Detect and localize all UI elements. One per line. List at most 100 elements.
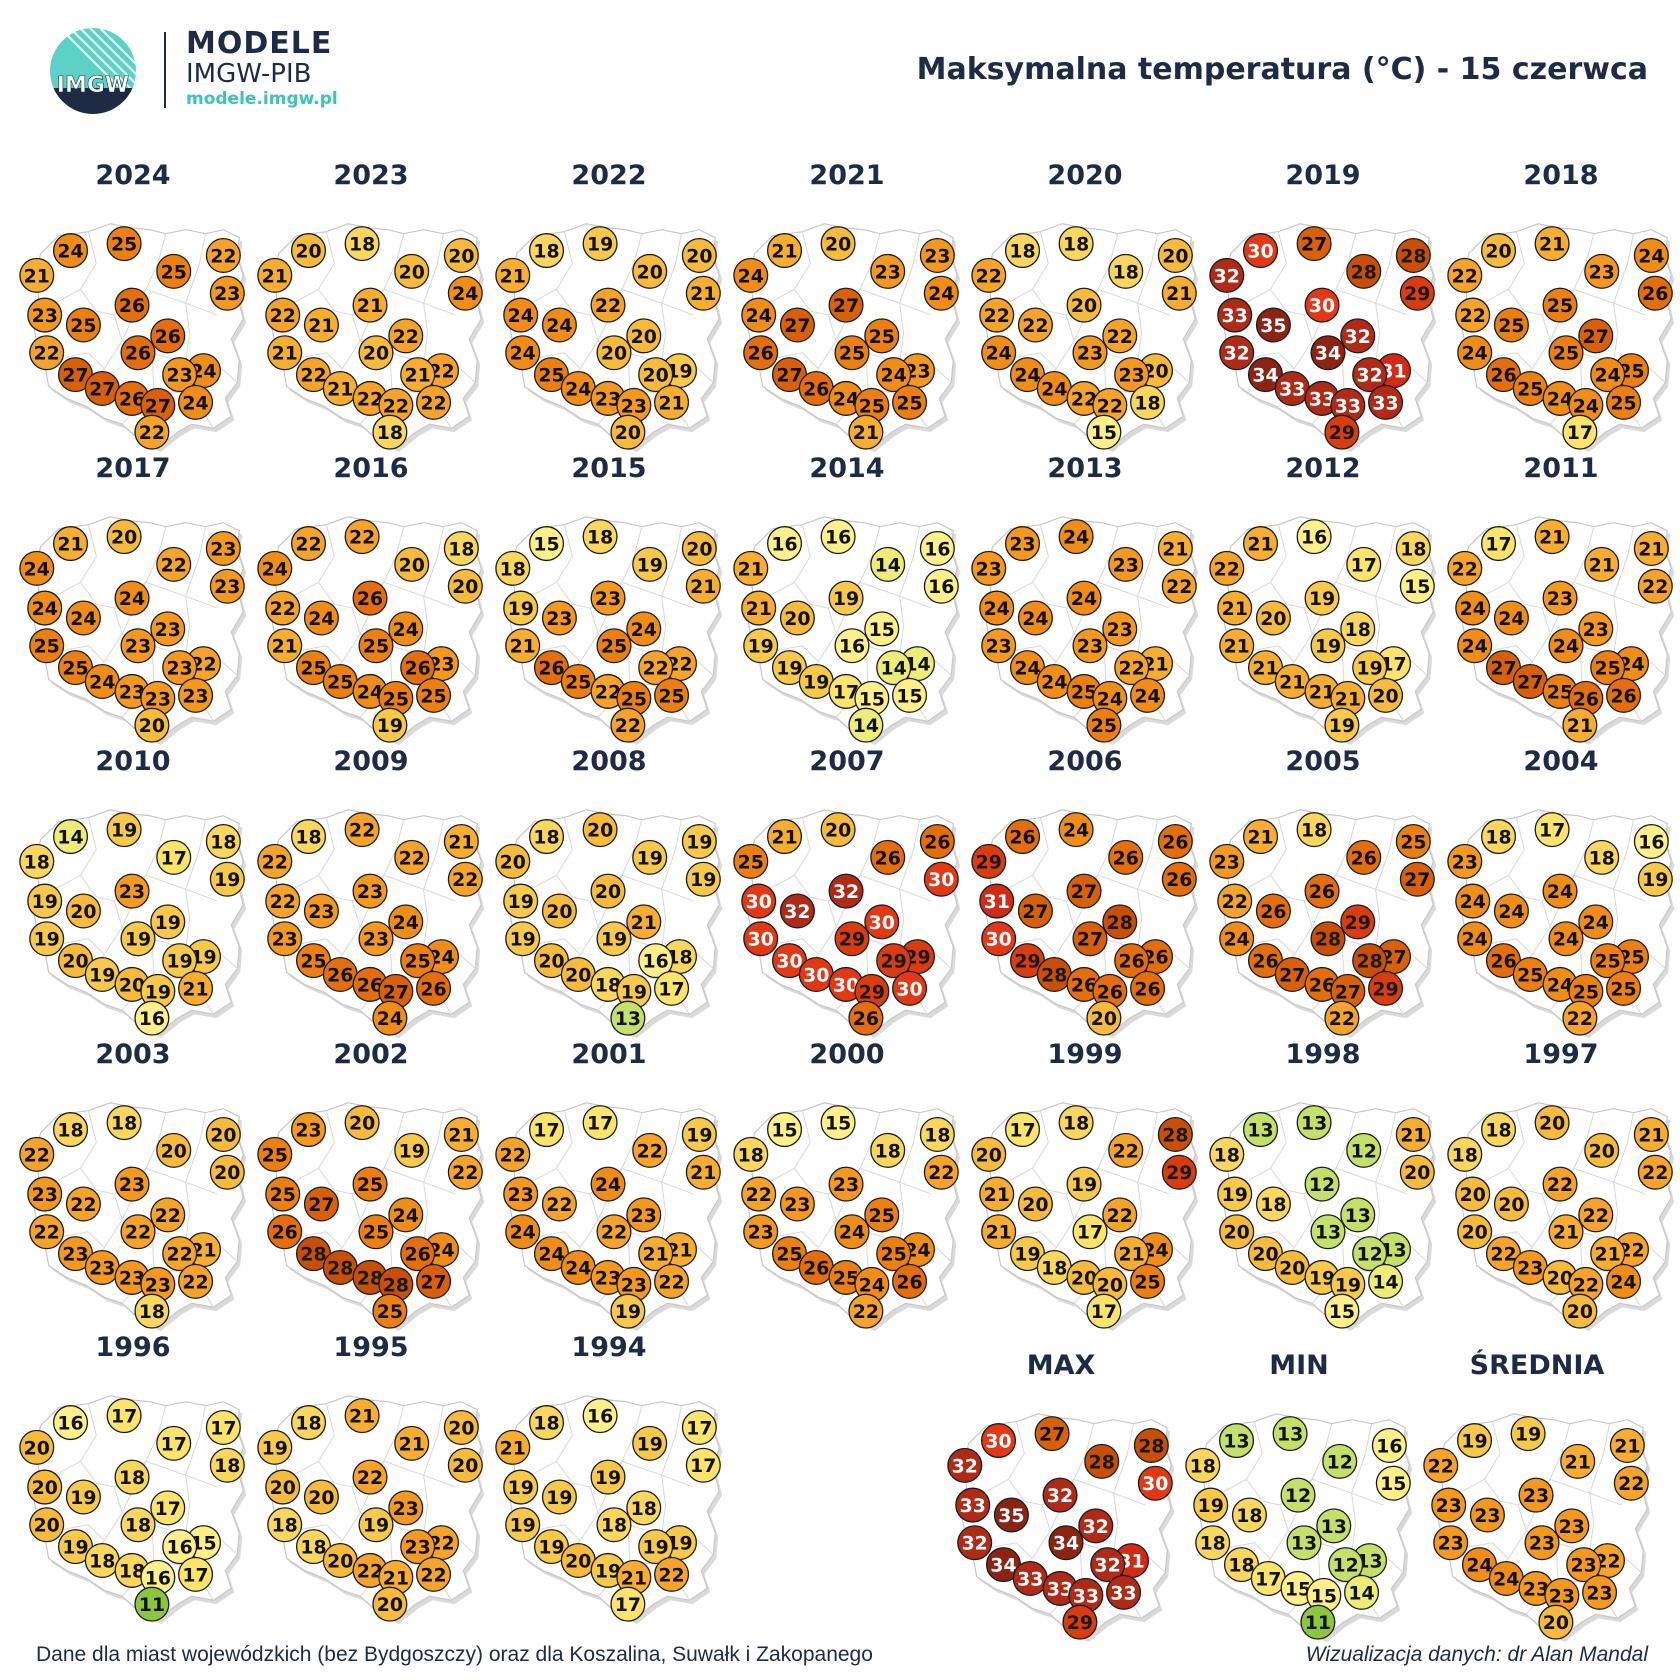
city-marker: 26: [1157, 824, 1193, 860]
temperature-circle: [257, 1429, 293, 1465]
temperature-value: 25: [833, 1268, 859, 1289]
city-marker: 32: [779, 893, 815, 929]
city-marker: 22: [1542, 1166, 1578, 1202]
temperature-circle: [767, 819, 803, 855]
temperature-value: 22: [1618, 1474, 1644, 1495]
city-marker: 25: [1395, 824, 1431, 860]
temperature-value: 21: [262, 266, 288, 287]
temperature-circle: [1296, 226, 1332, 262]
temperature-value: 24: [565, 379, 591, 400]
city-marker: 19: [84, 956, 120, 993]
temperature-value: 18: [738, 1145, 764, 1166]
temperature-value: 21: [1335, 689, 1361, 710]
temperature-circle: [1137, 1465, 1173, 1501]
temperature-circle: [503, 1176, 539, 1212]
city-marker: 25: [834, 335, 870, 371]
city-marker: 22: [1568, 1266, 1604, 1302]
city-marker: 32: [1090, 1547, 1126, 1583]
temperature-circle: [400, 650, 436, 686]
city-marker: 19: [140, 973, 176, 1009]
temperature-circle: [1395, 1117, 1431, 1153]
city-marker: 25: [1542, 673, 1578, 709]
temperature-circle: [919, 531, 955, 567]
temperature-value: 25: [1573, 982, 1599, 1003]
city-marker: 22: [596, 1214, 632, 1250]
temperature-circle: [870, 546, 906, 582]
city-marker: 22: [1102, 318, 1138, 354]
temperature-circle: [1584, 546, 1620, 582]
temperature-value: 17: [1009, 1121, 1035, 1142]
temperature-circle: [864, 611, 900, 647]
city-marker: 23: [828, 1166, 864, 1202]
temperature-value: 21: [1539, 528, 1565, 549]
temperature-value: 23: [784, 1195, 810, 1216]
temperature-value: 29: [1404, 284, 1430, 305]
temperature-circle: [1633, 238, 1669, 274]
voivodeship-border: [555, 1403, 599, 1514]
temperature-value: 17: [1077, 1223, 1103, 1244]
temperature-value: 22: [658, 1272, 684, 1293]
city-marker: 24: [1461, 1547, 1497, 1583]
city-marker: 21: [322, 370, 358, 407]
temperature-circle: [372, 1293, 408, 1329]
temperature-value: 23: [1529, 1534, 1555, 1555]
city-marker: 30: [923, 861, 959, 897]
temperature-circle: [134, 414, 170, 450]
temperature-circle: [610, 707, 646, 743]
city-marker: 21: [1247, 650, 1283, 686]
city-marker: 17: [150, 1490, 186, 1526]
temperature-value: 27: [1517, 672, 1543, 693]
panel-year-label: 2002: [333, 1039, 409, 1070]
city-marker: 29: [1368, 970, 1404, 1006]
temperature-circle: [344, 812, 380, 848]
temperature-circle: [529, 819, 565, 855]
city-marker: 33: [1274, 370, 1310, 407]
voivodeship-border: [1507, 231, 1551, 342]
city-marker: 26: [120, 335, 156, 371]
temperature-circle: [1375, 1465, 1411, 1501]
temperature-value: 17: [1539, 821, 1565, 842]
temperature-circle: [582, 519, 618, 555]
city-marker: 19: [150, 904, 186, 940]
temperature-value: 27: [784, 316, 810, 337]
city-marker: 33: [1330, 387, 1366, 423]
panel-year-label: 2017: [95, 453, 171, 484]
map-panel-2018: 2018 20 22 21 23 24 26 22 25 25 27 24 25 25 26 25 24 24 24…: [1446, 160, 1676, 453]
temperature-circle: [828, 873, 864, 909]
temperature-circle: [1058, 519, 1094, 555]
temperature-circle: [114, 1459, 150, 1495]
temperature-circle: [29, 921, 65, 957]
city-marker: 18: [1223, 1547, 1259, 1583]
temperature-value: 23: [32, 306, 58, 327]
city-marker: 25: [29, 628, 65, 664]
city-marker: 26: [1108, 839, 1144, 875]
temperature-value: 26: [272, 1223, 298, 1244]
panel-year-label: 2009: [333, 746, 409, 777]
city-marker: 12: [1328, 1547, 1364, 1583]
city-marker: 25: [1568, 973, 1604, 1009]
temperature-value: 18: [924, 1125, 950, 1146]
city-marker: 19: [610, 1293, 646, 1329]
temperature-circle: [265, 883, 301, 919]
temperature-value: 19: [508, 892, 534, 913]
temperature-circle: [1102, 318, 1138, 354]
temperature-circle: [743, 628, 779, 664]
panel-year-label: 2020: [1047, 160, 1123, 191]
temperature-value: 23: [621, 1275, 647, 1296]
temperature-value: 19: [508, 599, 534, 620]
city-marker: 22: [848, 1293, 884, 1329]
temperature-value: 19: [62, 1538, 88, 1559]
temperature-circle: [1106, 1574, 1142, 1610]
temperature-circle: [733, 843, 769, 879]
city-marker: 19: [162, 943, 198, 979]
temperature-circle: [743, 335, 779, 371]
temperature-value: 22: [1113, 1141, 1139, 1162]
temperature-value: 25: [300, 952, 326, 973]
temperature-value: 20: [1022, 1195, 1048, 1216]
temperature-circle: [638, 357, 674, 393]
temperature-value: 22: [1166, 577, 1192, 598]
panel-year-label: 2010: [95, 746, 171, 777]
temperature-value: 20: [161, 1141, 187, 1162]
temperature-value: 17: [1255, 1569, 1281, 1590]
city-marker: 25: [616, 680, 652, 716]
